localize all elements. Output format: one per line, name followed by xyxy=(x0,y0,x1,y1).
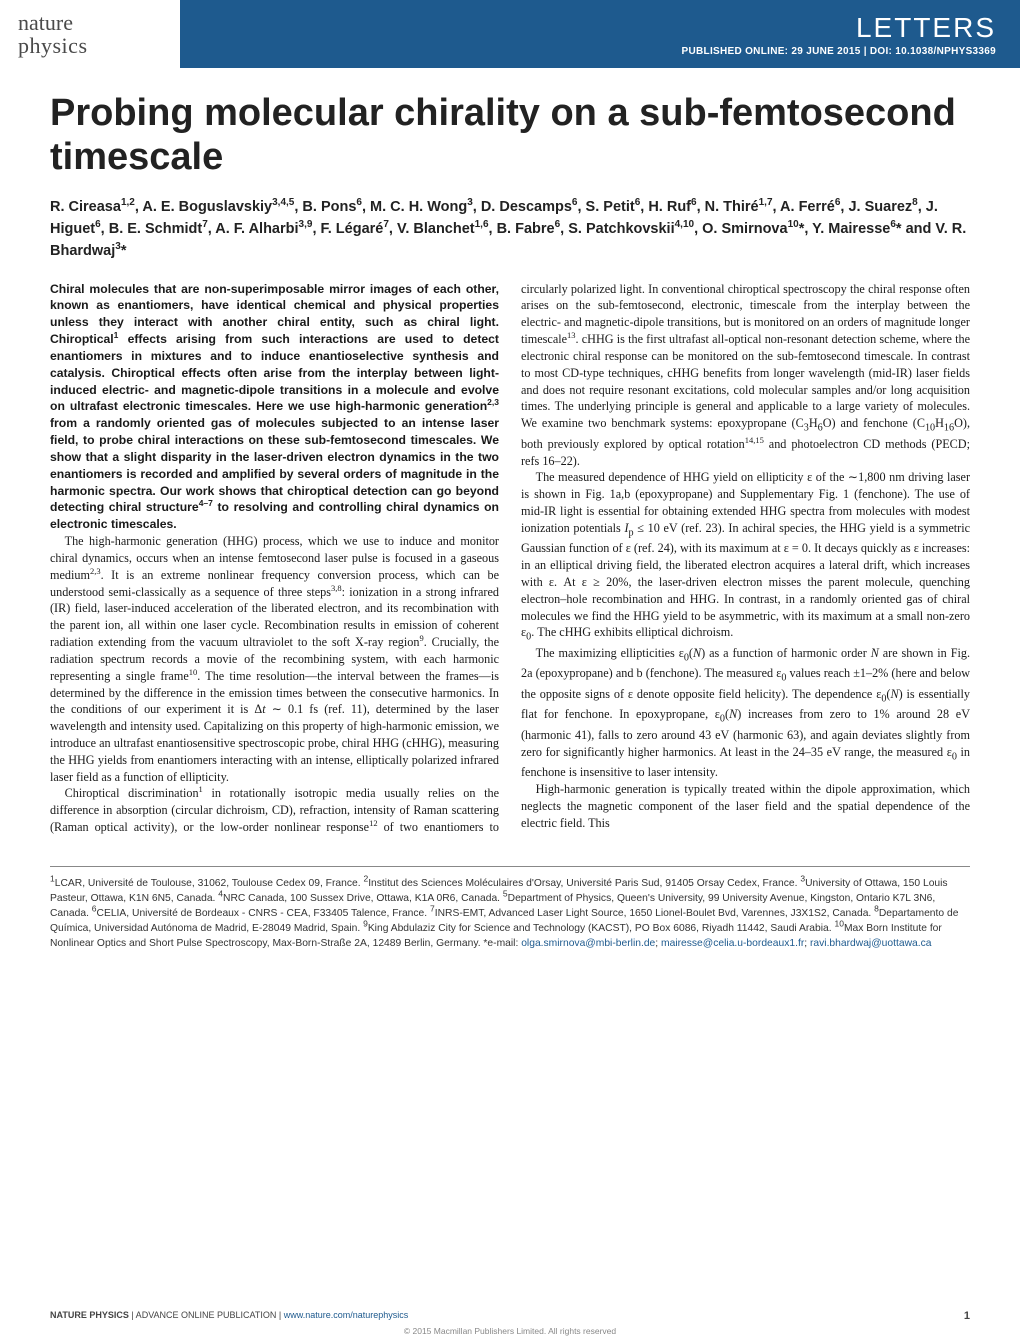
logo-line1: nature xyxy=(18,10,73,35)
section-label: LETTERS xyxy=(856,12,996,44)
journal-logo-text: nature physics xyxy=(18,11,88,57)
body-para-1: The high-harmonic generation (HHG) proce… xyxy=(50,533,499,785)
copyright: © 2015 Macmillan Publishers Limited. All… xyxy=(0,1326,1020,1336)
doi-prefix: DOI: xyxy=(870,46,895,57)
footer-link[interactable]: www.nature.com/naturephysics xyxy=(284,1310,409,1320)
body-para-3: The measured dependence of HHG yield on … xyxy=(521,469,970,645)
body-para-5: High-harmonic generation is typically tr… xyxy=(521,781,970,831)
header-right: LETTERS PUBLISHED ONLINE: 29 JUNE 2015 |… xyxy=(180,0,1020,68)
abstract: Chiral molecules that are non-superimpos… xyxy=(50,282,499,532)
footer: NATURE PHYSICS | ADVANCE ONLINE PUBLICAT… xyxy=(50,1310,970,1322)
article-title: Probing molecular chirality on a sub-fem… xyxy=(50,92,970,179)
content: Probing molecular chirality on a sub-fem… xyxy=(0,68,1020,846)
doi: 10.1038/NPHYS3369 xyxy=(895,46,996,57)
body-para-4: The maximizing ellipticities ε0(N) as a … xyxy=(521,645,970,781)
body-columns: Chiral molecules that are non-superimpos… xyxy=(50,281,970,836)
footer-mid: | ADVANCE ONLINE PUBLICATION | xyxy=(129,1310,284,1320)
footer-journal: NATURE PHYSICS xyxy=(50,1310,129,1320)
logo-line2: physics xyxy=(18,33,88,58)
pub-line: PUBLISHED ONLINE: 29 JUNE 2015 | DOI: 10… xyxy=(682,46,996,57)
journal-logo: nature physics xyxy=(0,0,180,68)
page-number: 1 xyxy=(964,1310,970,1322)
pub-prefix: PUBLISHED ONLINE: xyxy=(682,46,792,57)
doi-sep: | xyxy=(861,46,870,57)
affiliations: 1LCAR, Université de Toulouse, 31062, To… xyxy=(50,866,970,952)
header-bar: nature physics LETTERS PUBLISHED ONLINE:… xyxy=(0,0,1020,68)
authors: R. Cireasa1,2, A. E. Boguslavskiy3,4,5, … xyxy=(50,197,970,262)
footer-left: NATURE PHYSICS | ADVANCE ONLINE PUBLICAT… xyxy=(50,1310,408,1322)
pub-date: 29 JUNE 2015 xyxy=(791,46,860,57)
